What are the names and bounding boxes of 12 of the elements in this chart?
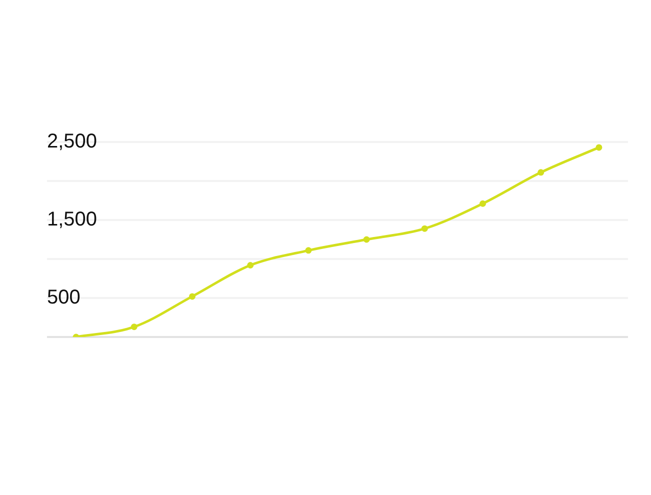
- y-tick-label: 2,500: [47, 130, 98, 153]
- point: [363, 236, 370, 243]
- point: [596, 144, 602, 151]
- point: [305, 247, 312, 254]
- point: [421, 225, 428, 232]
- y-tick-label: 1,500: [47, 208, 98, 231]
- point: [130, 324, 138, 330]
- point: [189, 293, 196, 300]
- y-tick-label: 500: [47, 286, 80, 309]
- point: [480, 200, 486, 207]
- point: [247, 262, 254, 268]
- point: [538, 169, 544, 176]
